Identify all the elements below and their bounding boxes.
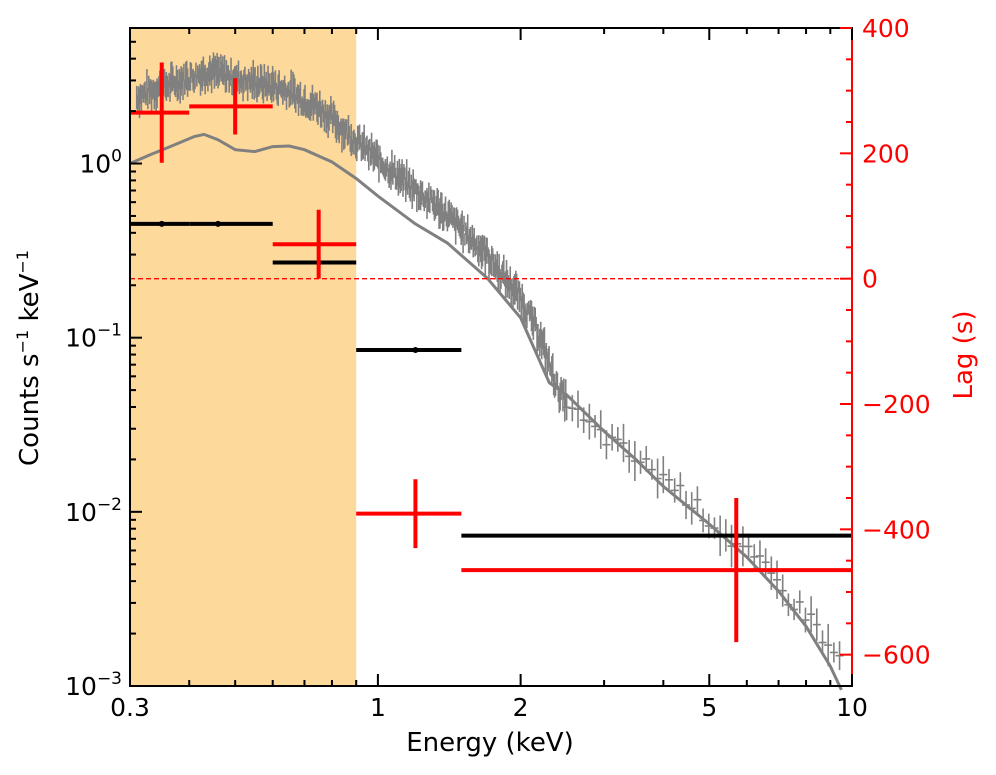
spectrum-data-points — [135, 52, 844, 671]
y-right-tick-labels: 400 200 0 −200 −400 −600 — [862, 14, 931, 670]
binned-counts-series — [130, 220, 852, 539]
y-right-tick-label: −200 — [862, 390, 931, 419]
binned-count-marker — [158, 220, 165, 227]
x-tick-label: 2 — [513, 693, 529, 722]
tick-base: 10 — [79, 150, 111, 179]
tick-exponent: −2 — [97, 495, 122, 515]
y-right-tick-label: 200 — [862, 139, 910, 168]
y-right-tick-label: −600 — [862, 641, 931, 670]
y-left-title-part: Counts s — [15, 353, 45, 466]
y-right-tick-label: −400 — [862, 515, 931, 544]
y-right-tick-label: 0 — [862, 265, 878, 294]
y-left-axis-title: Counts s−1 keV−1 — [13, 250, 45, 466]
y-left-tick-label: 10−1 — [65, 321, 122, 353]
shaded-soft-band — [130, 28, 357, 686]
binned-count-marker — [215, 220, 222, 227]
x-axis-title: Energy (keV) — [406, 728, 574, 758]
x-tick-labels: 0.3 1 2 5 10 — [110, 693, 868, 722]
tick-base: 10 — [65, 498, 97, 527]
y-left-title-part: keV — [15, 273, 45, 329]
tick-base: 10 — [65, 672, 97, 701]
tick-exponent: −3 — [97, 669, 122, 689]
x-tick-label: 1 — [370, 693, 386, 722]
tick-base: 10 — [65, 324, 97, 353]
y-right-axis-title: Lag (s) — [949, 310, 979, 399]
tick-exponent: −1 — [97, 321, 122, 341]
y-left-tick-label: 100 — [79, 147, 122, 179]
y-left-title-sup: −1 — [13, 250, 32, 274]
tick-exponent: 0 — [111, 147, 122, 167]
lag-series — [130, 62, 852, 643]
x-tick-label: 0.3 — [110, 693, 150, 722]
y-left-tick-label: 10−2 — [65, 495, 122, 527]
binned-count-marker — [412, 346, 419, 353]
x-tick-label: 5 — [701, 693, 717, 722]
y-left-tick-label: 10−3 — [65, 669, 122, 701]
axis-ticks — [129, 27, 853, 687]
x-tick-label: 10 — [836, 693, 868, 722]
y-left-title-sup: −1 — [13, 330, 32, 354]
y-right-tick-label: 400 — [862, 14, 910, 43]
